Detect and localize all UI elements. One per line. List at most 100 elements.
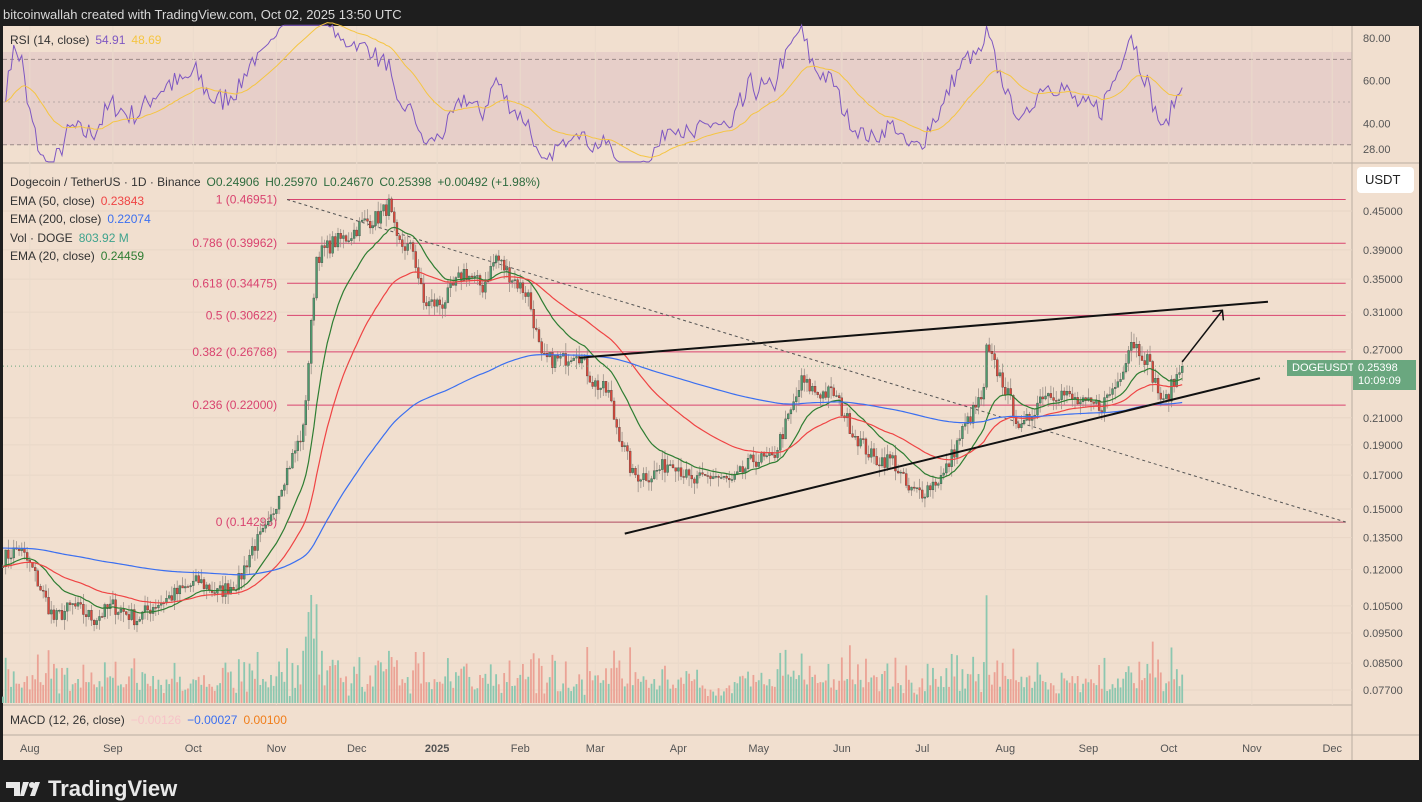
- candle: [1135, 344, 1138, 349]
- volume-bar: [706, 696, 709, 703]
- candle: [1071, 393, 1074, 400]
- candle: [339, 233, 342, 239]
- volume-bar: [412, 670, 414, 703]
- candle: [36, 570, 39, 587]
- candle: [1079, 401, 1082, 405]
- volume-bar: [47, 650, 50, 703]
- volume-bar: [1122, 678, 1125, 703]
- volume-bar: [891, 686, 894, 703]
- symbol-label[interactable]: Dogecoin / TetherUS · 1D · Binance: [10, 175, 201, 189]
- candle: [194, 575, 198, 582]
- volume-bar: [232, 687, 235, 703]
- volume-bar: [460, 668, 463, 703]
- volume-bar: [910, 682, 913, 703]
- candle: [516, 279, 519, 289]
- currency-button[interactable]: USDT: [1357, 167, 1414, 193]
- candle: [741, 466, 744, 473]
- volume-bar: [489, 664, 492, 703]
- ema50-value: 0.23843: [100, 193, 145, 208]
- y-tick-label: 0.07700: [1363, 685, 1403, 697]
- volume-bar: [572, 686, 575, 703]
- volume-bar: [1100, 688, 1103, 703]
- candle: [481, 284, 484, 293]
- volume-bar: [1116, 678, 1119, 703]
- candle: [406, 243, 409, 251]
- wedge-upper-trendline: [579, 300, 1269, 359]
- candle: [618, 427, 621, 442]
- volume-bar: [924, 691, 926, 703]
- volume-bar: [661, 669, 664, 703]
- volume-bar: [149, 686, 152, 703]
- candle: [87, 610, 90, 617]
- volume-bar: [771, 686, 774, 703]
- volume-bar: [532, 653, 535, 703]
- volume-bar: [34, 679, 37, 703]
- volume-bar: [940, 676, 942, 703]
- candle: [738, 466, 742, 472]
- volume-bar: [1087, 682, 1090, 703]
- candle: [848, 413, 852, 434]
- candle: [513, 279, 517, 281]
- volume-bar: [235, 692, 238, 703]
- macd-signal-value: 0.00100: [243, 713, 287, 727]
- candle: [98, 616, 101, 621]
- candle: [687, 469, 691, 476]
- chart-frame[interactable]: [3, 26, 1419, 760]
- tradingview-logo[interactable]: TradingView: [6, 776, 177, 802]
- volume-bar: [455, 672, 457, 703]
- volume-bar: [709, 689, 712, 703]
- candle: [240, 573, 243, 580]
- candle: [125, 611, 128, 615]
- volume-bar: [723, 691, 725, 703]
- macd-value: −0.00027: [187, 713, 238, 727]
- macd-label: MACD (12, 26, close): [10, 713, 125, 727]
- volume-bar: [725, 688, 728, 703]
- volume-bar: [85, 682, 87, 703]
- ohlc-close: C0.25398: [379, 175, 432, 189]
- volume-bar: [816, 683, 819, 703]
- candle: [1076, 397, 1079, 405]
- volume-bar: [578, 674, 581, 703]
- volume-bar: [307, 612, 310, 703]
- candle: [200, 579, 203, 583]
- volume-bar: [205, 686, 208, 703]
- x-tick-label: 2025: [425, 743, 449, 755]
- candle: [698, 472, 701, 476]
- candle: [607, 390, 610, 393]
- candle: [867, 454, 870, 458]
- candle: [1119, 379, 1122, 382]
- candle: [712, 476, 715, 479]
- volume-bar: [1009, 679, 1012, 703]
- volume-bar: [1044, 682, 1047, 703]
- volume-bar: [2, 696, 4, 703]
- symbol-price-tag: DOGEUSDT: [1287, 360, 1360, 376]
- volume-bar: [701, 685, 704, 703]
- candle: [551, 352, 554, 368]
- candle: [369, 221, 372, 229]
- candle: [352, 229, 356, 239]
- volume-bar: [61, 667, 63, 703]
- volume-bar: [31, 675, 34, 703]
- volume-bar: [634, 672, 637, 703]
- volume-bar: [881, 674, 883, 703]
- volume-bar: [162, 692, 165, 703]
- candle: [307, 363, 310, 401]
- volume-bar: [814, 674, 816, 703]
- y-tick-label: 0.08500: [1363, 658, 1403, 670]
- candle: [138, 619, 141, 622]
- rsi-ma-value: 48.69: [131, 33, 162, 47]
- volume-bar: [752, 674, 755, 703]
- volume-bar: [926, 663, 929, 703]
- volume-bar: [712, 691, 715, 703]
- volume-bar: [93, 684, 96, 703]
- candle: [1049, 393, 1053, 398]
- candle: [213, 592, 216, 594]
- rsi-line: [5, 23, 1183, 163]
- candle: [714, 476, 718, 478]
- volume-bar: [1157, 659, 1159, 703]
- candle: [1092, 401, 1095, 404]
- volume-bar: [832, 679, 835, 703]
- candle: [476, 275, 479, 277]
- candle: [827, 386, 830, 398]
